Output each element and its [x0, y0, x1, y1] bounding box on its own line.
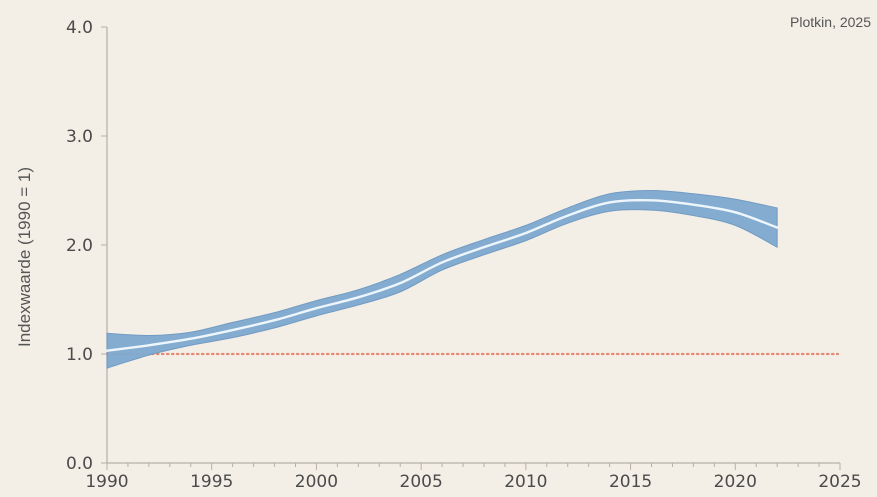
- y-tick-label: 0.0: [66, 454, 93, 474]
- x-tick-label: 2000: [295, 472, 338, 492]
- y-tick-label: 4.0: [66, 18, 93, 38]
- confidence-band: [106, 189, 778, 369]
- y-tick-label: 1.0: [66, 345, 93, 365]
- x-tick-label: 2025: [818, 472, 861, 492]
- y-tick-label: 3.0: [66, 127, 93, 147]
- x-tick-label: 2005: [400, 472, 443, 492]
- x-tick-label: 2020: [714, 472, 757, 492]
- x-tick-label: 2010: [504, 472, 547, 492]
- y-axis-label: Indexwaarde (1990 = 1): [15, 167, 34, 347]
- y-tick-label: 2.0: [66, 236, 93, 256]
- chart-plot-area: [105, 189, 840, 369]
- source-note: Plotkin, 2025: [790, 14, 871, 30]
- chart-labels: 1990 1995 2000 2005 2010 2015 2020 2025 0.0 1.0 2.…: [15, 18, 862, 492]
- x-tick-label: 1990: [85, 472, 128, 492]
- chart-axes: [101, 26, 841, 470]
- x-tick-label: 2015: [609, 472, 652, 492]
- series-line: [105, 198, 779, 352]
- x-tick-label: 1995: [190, 472, 233, 492]
